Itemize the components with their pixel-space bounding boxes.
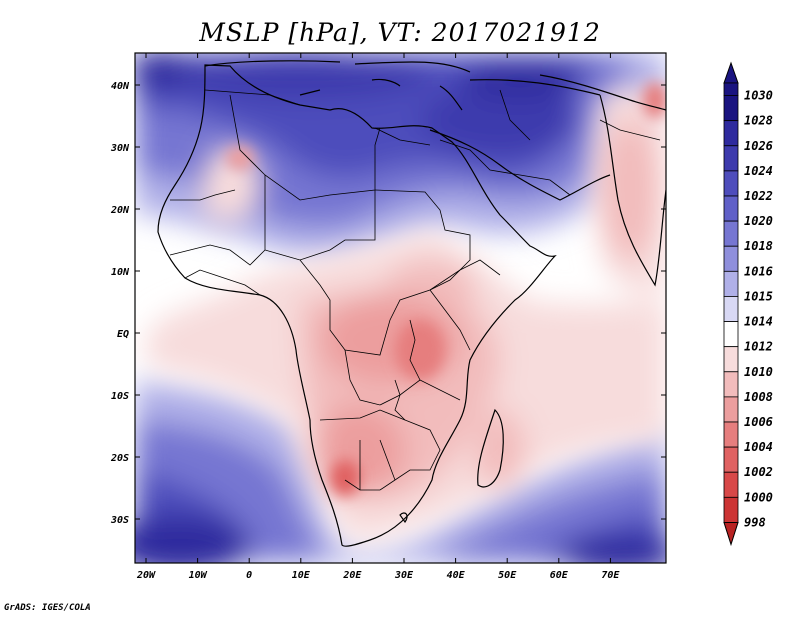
legend-swatch [723,296,739,322]
legend-label: 1022 [744,189,773,203]
lat-tick-label: 10N [111,267,130,278]
legend-label: 1014 [744,315,773,329]
legend-label: 1028 [744,114,773,128]
legend-swatch [723,270,739,297]
legend-swatch [723,170,739,197]
legend-swatch [723,220,739,247]
lon-tick-label: 40E [447,570,466,581]
lat-tick-label: EQ [117,329,129,340]
legend-label: 1002 [744,465,773,479]
lat-tick-label: 20N [110,205,130,216]
legend-swatch [723,396,739,423]
lon-tick-label: 20W [136,570,156,581]
legend-label: 1010 [744,365,773,379]
lon-tick-label: 70E [601,570,620,581]
legend-swatch [723,82,739,96]
legend-label: 1006 [744,415,773,429]
legend-label: 1020 [744,214,773,228]
legend-swatch [723,346,739,373]
legend-swatch [723,371,739,398]
lon-tick-label: 0 [246,570,252,581]
legend-label: 1016 [744,264,773,278]
legend-swatch [723,321,739,348]
legend-label: 1000 [744,490,773,504]
lon-tick-label: 30E [394,570,414,581]
lat-tick-label: 20S [110,453,129,464]
lat-tick-label: 40N [111,81,130,92]
legend-swatch [723,471,739,498]
lon-tick-label: 10E [292,570,311,581]
color-legend: 1030 1028 1026 1024 1022 1020 1018 1016 1015 1014… [723,61,773,547]
legend-swatch [723,496,739,523]
country-borders [169,89,661,491]
map-title: MSLP [hPa], VT: 2017021912 [199,18,601,47]
legend-swatch [723,245,739,272]
legend-label: 1030 [744,89,773,103]
lat-tick-label: 30N [110,143,130,154]
legend-swatch [723,120,739,147]
legend-label: 1004 [744,440,773,454]
lon-tick-label: 10W [189,570,208,581]
legend-swatch [723,145,739,172]
legend-label: 1024 [744,164,773,178]
coastlines [157,60,666,547]
lon-tick-label: 50E [498,570,517,581]
legend-label: 998 [744,515,766,529]
lon-tick-label: 60E [550,570,569,581]
lon-tick-label: 20E [342,570,362,581]
lat-tick-label: 10S [111,391,129,402]
legend-arrow-top [723,61,739,84]
axis-ticks: 40N 30N 20N 10N EQ 10S 20S 30S 20W 10W 0 10E 20E 30E 4… [110,53,666,581]
legend-label: 1018 [744,239,773,253]
pressure-field [135,53,666,563]
credit-label: GrADS: IGES/COLA [4,603,91,613]
legend-label: 1015 [744,289,773,303]
legend-label: 1026 [744,139,773,153]
legend-arrow-bottom [723,521,739,547]
plot-frame [134,52,667,564]
legend-swatch [723,421,739,448]
lat-tick-label: 30S [110,515,129,526]
legend-swatch [723,195,739,222]
legend-swatch [723,95,739,122]
legend-label: 1012 [744,340,773,354]
legend-swatch [723,446,739,473]
legend-label: 1008 [744,390,773,404]
